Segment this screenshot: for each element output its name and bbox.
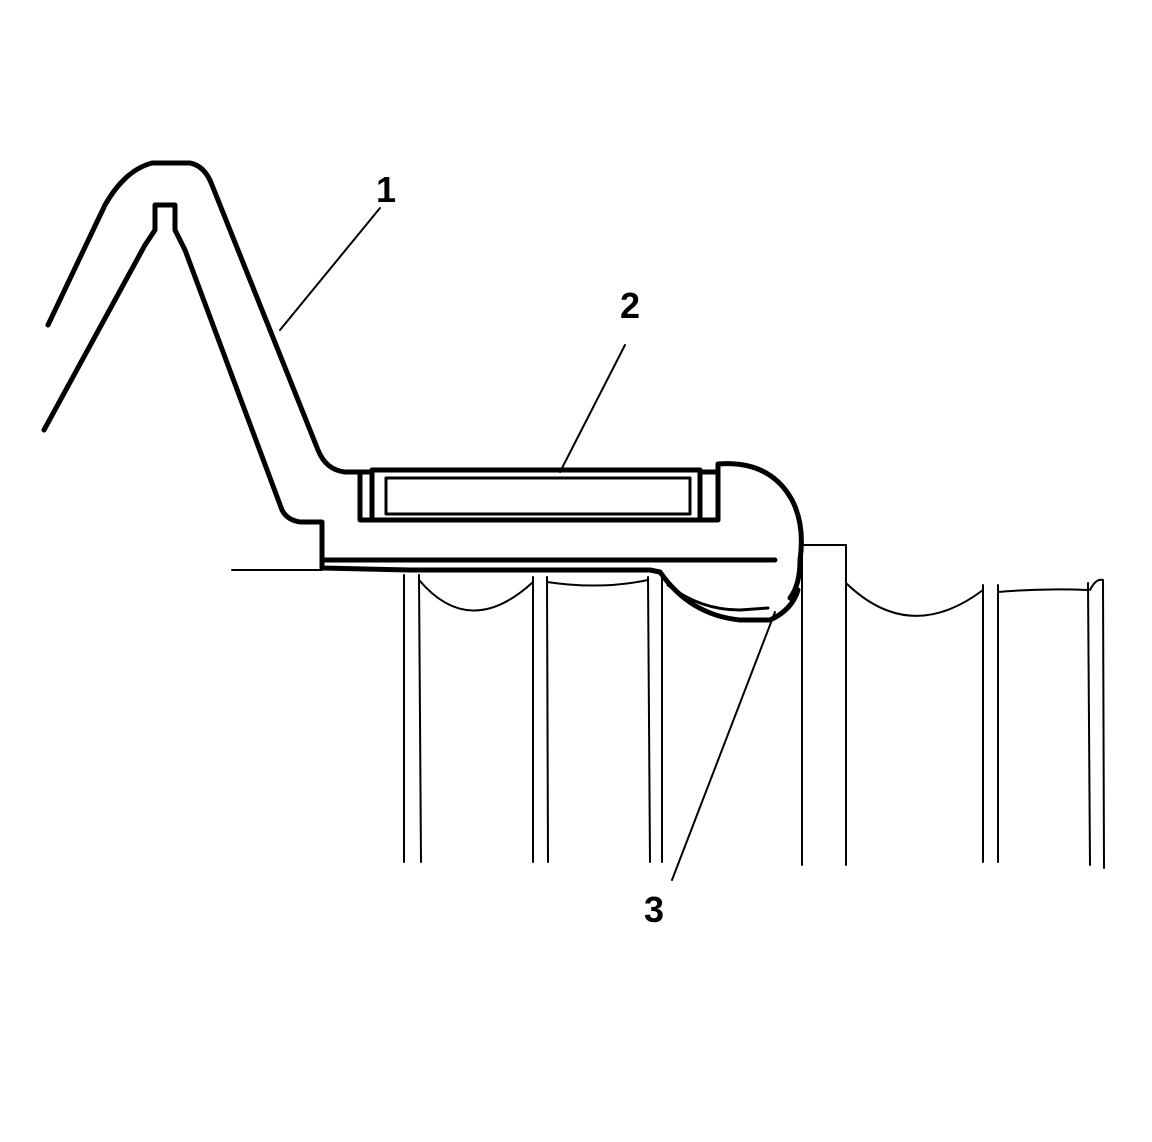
leader-line-3: [671, 611, 776, 881]
fin-arc: [997, 588, 1089, 593]
insert-outer: [369, 467, 703, 523]
insert-inner: [384, 476, 692, 516]
fin-arc: [845, 582, 984, 617]
core-tube-line: [1102, 579, 1105, 869]
radiator-core: [403, 544, 1105, 869]
core-tube-line: [546, 576, 549, 863]
seal-inner-contour: [41, 202, 663, 575]
fin-arc: [1089, 578, 1104, 591]
leader-line-2: [559, 344, 626, 473]
core-tube-line: [1087, 582, 1091, 866]
gasket-insert-part-2: [357, 467, 721, 523]
leader-line-1: [279, 207, 381, 331]
fin-arc: [418, 579, 534, 612]
seal-bulb-inner: [666, 583, 770, 612]
fin-arc: [546, 579, 649, 587]
core-tube-line: [418, 574, 422, 863]
tank-seal-part-1: [41, 160, 804, 623]
callout-label-1: 1: [376, 169, 396, 210]
callout-label-2: 2: [620, 285, 640, 326]
seal-bulb-bottom: [657, 569, 801, 623]
core-tube-line: [647, 576, 651, 863]
seal-outer-contour: [45, 160, 804, 601]
callout-label-3: 3: [644, 889, 664, 930]
